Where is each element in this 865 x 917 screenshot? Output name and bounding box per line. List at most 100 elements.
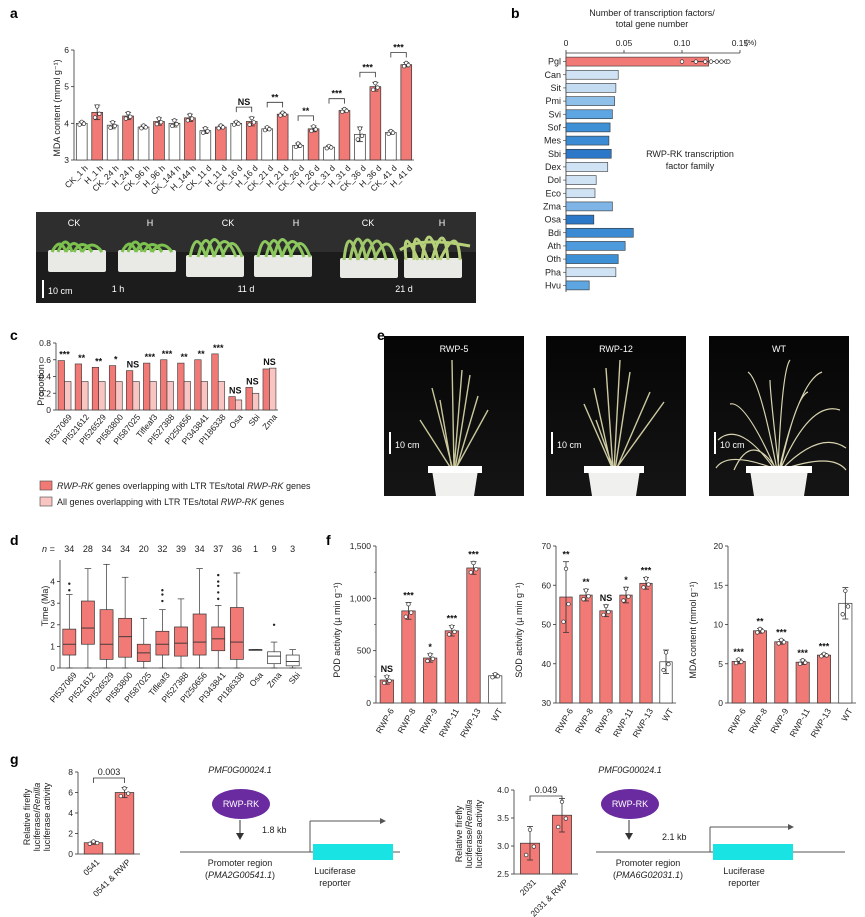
data-point xyxy=(623,586,629,591)
data-point xyxy=(172,118,177,123)
data-point xyxy=(159,120,164,125)
significance-label: *** xyxy=(468,550,479,560)
bar-series-2 xyxy=(115,381,123,411)
data-point xyxy=(583,588,589,593)
data-point xyxy=(452,629,457,634)
x-tick-label: RWP-13 xyxy=(809,706,834,739)
data-point xyxy=(309,128,314,134)
data-point xyxy=(708,59,714,64)
y-tick-label: 0.8 xyxy=(39,338,51,348)
bar-series-1 xyxy=(126,370,134,411)
photo-rwp5: RWP-5 10 cm xyxy=(384,336,524,496)
data-point xyxy=(95,104,100,109)
bar xyxy=(488,675,503,704)
significance-label: ** xyxy=(582,577,590,587)
data-point xyxy=(311,124,316,129)
g-left-promoter-gene: (PMA2G00541.1) xyxy=(205,870,275,880)
data-point xyxy=(679,59,685,64)
data-point xyxy=(621,598,626,603)
outlier xyxy=(217,597,220,601)
significance-label: *** xyxy=(733,647,744,657)
x-tick-label: 0.10 xyxy=(674,38,691,48)
outlier xyxy=(161,593,164,596)
y-tick-label: Oth xyxy=(546,254,561,264)
data-point xyxy=(603,603,609,609)
y-tick-label: 20 xyxy=(714,541,724,551)
bar-series-2 xyxy=(64,381,72,411)
y-tick-label: Sof xyxy=(547,122,561,132)
panel-b-title-1: Number of transcription factors/ xyxy=(589,8,715,18)
n-label: 20 xyxy=(139,544,149,554)
data-point xyxy=(643,576,649,581)
y-tick-label: 1,000 xyxy=(350,593,372,603)
data-point xyxy=(386,131,391,136)
significance-label: *** xyxy=(331,89,342,99)
bar xyxy=(261,128,273,161)
y-tick-label: 60 xyxy=(542,580,552,590)
x-tick-label: WT xyxy=(839,707,854,723)
data-point xyxy=(247,122,252,127)
outlier xyxy=(217,591,220,594)
data-point xyxy=(251,120,257,125)
x-tick-label: Zma xyxy=(260,412,279,432)
data-point xyxy=(586,594,591,599)
x-tick-label: RWP-8 xyxy=(747,706,769,735)
bar xyxy=(400,64,413,161)
data-point xyxy=(581,597,586,602)
outlier xyxy=(217,580,220,583)
data-point xyxy=(781,640,787,645)
photo-time-3: 21 d xyxy=(395,284,413,294)
y-tick-label: Pha xyxy=(545,267,561,277)
significance-label: ** xyxy=(562,550,570,560)
significance-label: ** xyxy=(181,352,189,362)
bar xyxy=(114,792,135,855)
photo-label-6: H xyxy=(439,218,446,228)
bar xyxy=(215,126,227,161)
data-point xyxy=(203,126,208,131)
g-left-luciferase-box xyxy=(313,844,393,860)
data-point xyxy=(123,116,129,121)
box xyxy=(155,630,170,656)
data-point xyxy=(524,852,529,858)
x-tick-label: 2031 xyxy=(518,877,539,898)
data-point xyxy=(803,660,808,665)
significance-label: ** xyxy=(756,616,764,626)
bar xyxy=(565,280,590,291)
bar xyxy=(75,122,88,161)
y-tick-label: 6 xyxy=(64,45,69,55)
data-point xyxy=(527,827,533,832)
data-point xyxy=(262,127,268,133)
bar xyxy=(565,83,617,93)
bar xyxy=(199,130,212,161)
bar-series-1 xyxy=(228,396,236,411)
bar xyxy=(565,241,626,251)
bar xyxy=(565,135,610,146)
y-tick-label: 4 xyxy=(50,577,55,587)
legend-label-2: All genes overlapping with LTR TEs/total… xyxy=(57,497,285,507)
panel-c-legend: RWP-RK genes overlapping with LTR TEs/to… xyxy=(39,480,311,507)
y-tick-label: Pmi xyxy=(546,96,562,106)
panel-g-right-diagram: PMF0G00024.1 RWP-RK 2.1 kb Promoter regi… xyxy=(596,765,845,888)
y-tick-label: 0.6 xyxy=(39,355,51,365)
panel-g-left-ylabel-3: luciferase activity xyxy=(42,782,52,851)
significance-label: NS xyxy=(229,386,242,396)
bar xyxy=(579,594,593,704)
significance-label: ** xyxy=(302,106,310,116)
g-left-promoter: Promoter region xyxy=(208,858,273,868)
y-tick-label: 1 xyxy=(50,641,55,651)
y-tick-label: Pgl xyxy=(548,57,561,67)
g-right-gene: PMF0G00024.1 xyxy=(598,765,662,775)
data-point xyxy=(387,678,392,683)
panel-f-mda-ylabel: MDA content (mmol g⁻¹) xyxy=(688,581,698,678)
y-tick-label: Eco xyxy=(545,188,561,198)
y-tick-label: 0 xyxy=(46,405,51,415)
y-tick-label: Ath xyxy=(547,241,561,251)
bar-series-2 xyxy=(183,381,191,411)
significance-label: *** xyxy=(362,62,373,72)
panel-letter-d: d xyxy=(10,532,19,548)
bar xyxy=(753,630,767,704)
y-tick-label: 3 xyxy=(64,155,69,165)
photo-label-1: CK xyxy=(68,218,81,228)
bar-series-1 xyxy=(211,353,219,411)
panel-g-right-ylabel-2: luciferase/Renilla xyxy=(464,800,474,869)
